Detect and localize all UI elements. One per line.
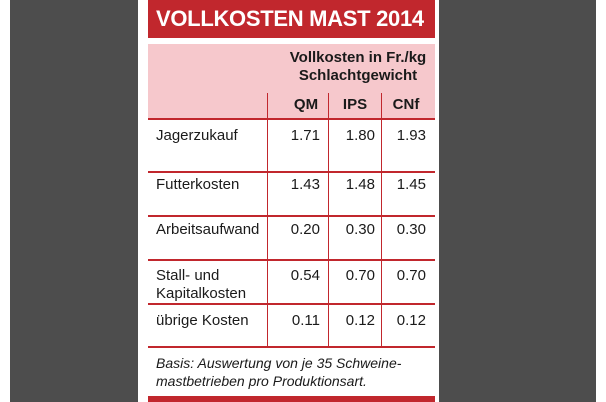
- cell-arbeitsaufwand-cnf: 0.30: [396, 221, 426, 238]
- row-label-line1: Stall- und: [156, 267, 220, 284]
- row-label-jagerzukauf: Jagerzukauf: [156, 127, 238, 144]
- column-group-header: Vollkosten in Fr./kg Schlachtgewicht: [288, 49, 428, 85]
- row-divider-4: [148, 303, 435, 305]
- cell-stall-kapital-cnf: 0.70: [396, 267, 426, 284]
- table-header-background: [148, 44, 435, 118]
- row-label-line2: Kapitalkosten: [156, 285, 247, 302]
- row-divider-2: [148, 215, 435, 217]
- column-header-cnf: CNf: [392, 96, 420, 113]
- header-bottom-rule: [148, 118, 435, 120]
- cell-uebrige-cnf: 0.12: [396, 312, 426, 329]
- footnote-line1: Basis: Auswertung von je 35 Schweine-: [156, 355, 402, 371]
- left-white-edge: [0, 0, 10, 402]
- column-header-qm: QM: [293, 96, 319, 113]
- row-divider-1: [148, 171, 435, 173]
- cell-stall-kapital-ips: 0.70: [345, 267, 375, 284]
- column-header-ips: IPS: [342, 96, 368, 113]
- row-label-futterkosten: Futterkosten: [156, 176, 240, 193]
- cell-futterkosten-qm: 1.43: [290, 176, 320, 193]
- cell-uebrige-ips: 0.12: [345, 312, 375, 329]
- cell-futterkosten-cnf: 1.45: [396, 176, 426, 193]
- column-group-header-line1: Vollkosten in Fr./kg: [289, 49, 427, 66]
- row-label-arbeitsaufwand: Arbeitsaufwand: [156, 221, 260, 238]
- cell-uebrige-qm: 0.11: [291, 312, 320, 329]
- column-group-header-line2: Schlachtgewicht: [298, 67, 418, 84]
- cell-arbeitsaufwand-qm: 0.20: [290, 221, 320, 238]
- left-gray-margin: [10, 0, 138, 402]
- row-label-stall-und-kapitalkosten: Stall- und Kapitalkosten: [156, 267, 246, 303]
- bottom-accent-bar: [148, 396, 435, 402]
- column-divider-2: [328, 93, 329, 347]
- row-divider-3: [148, 259, 435, 261]
- cell-futterkosten-ips: 1.48: [345, 176, 375, 193]
- column-divider-1: [267, 93, 268, 347]
- cell-jagerzukauf-cnf: 1.93: [396, 127, 426, 144]
- right-gray-margin: [439, 0, 596, 402]
- footnote: Basis: Auswertung von je 35 Schweine- ma…: [156, 354, 428, 390]
- cell-jagerzukauf-qm: 1.71: [290, 127, 320, 144]
- table-title: VOLLKOSTEN MAST 2014: [156, 6, 424, 31]
- cell-stall-kapital-qm: 0.54: [290, 267, 320, 284]
- footnote-line2: mastbetrieben pro Produktionsart.: [156, 373, 367, 389]
- cell-jagerzukauf-ips: 1.80: [345, 127, 375, 144]
- row-label-uebrige-kosten: übrige Kosten: [156, 312, 249, 329]
- column-divider-3: [381, 93, 382, 347]
- cell-arbeitsaufwand-ips: 0.30: [345, 221, 375, 238]
- table-bottom-rule: [148, 346, 435, 348]
- cost-table-panel: VOLLKOSTEN MAST 2014 Vollkosten in Fr./k…: [138, 0, 439, 402]
- right-white-edge: [596, 0, 606, 402]
- title-bar: VOLLKOSTEN MAST 2014: [148, 0, 435, 38]
